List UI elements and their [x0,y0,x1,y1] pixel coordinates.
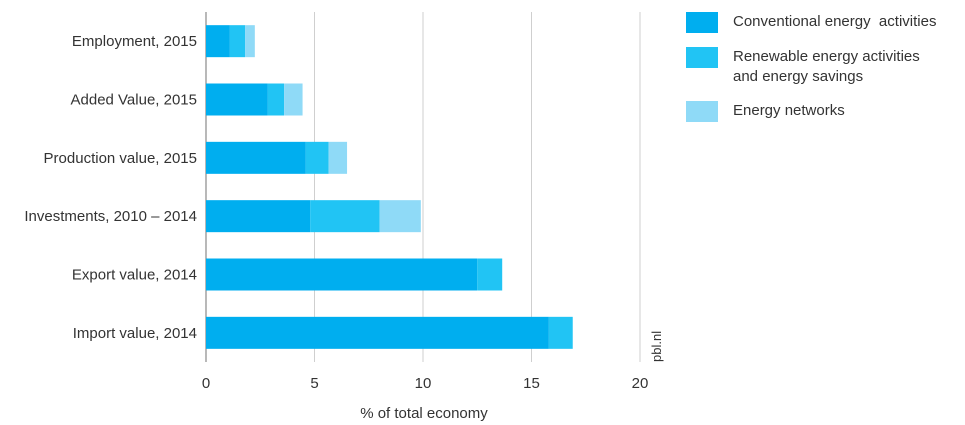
bar-segment [206,258,478,291]
category-label: Import value, 2014 [73,325,197,342]
bar-segment [206,200,311,233]
legend-item: Renewable energy activities and energy sa… [686,47,956,87]
legend-label: Conventional energy activities [733,13,937,30]
category-label: Production value, 2015 [44,150,197,167]
bar-segment [206,141,306,174]
x-axis-label: % of total economy [360,405,488,422]
category-label: Employment, 2015 [72,33,197,50]
category-labels: Employment, 2015 Added Value, 2015 Product… [24,33,197,342]
bar-segment [328,141,348,174]
x-tick-label: 10 [415,375,432,392]
bar-segment [305,141,329,174]
bar-segment [229,25,246,58]
bar-segment [206,316,549,349]
bars [206,25,573,349]
legend: Conventional energy activities Renewable … [686,12,956,136]
x-tick-label: 15 [523,375,540,392]
x-tick-labels: 0 5 10 15 20 [202,375,649,392]
legend-item: Conventional energy activities [686,12,956,33]
gridlines [205,12,641,362]
category-label: Export value, 2014 [72,267,197,284]
bar-segment [477,258,503,291]
bar-segment [284,83,303,116]
legend-swatch [686,101,718,122]
bar-segment [310,200,380,233]
legend-label: Renewable energy activities and energy sa… [733,48,920,85]
watermark: pbl.nl [649,331,664,362]
legend-swatch [686,47,718,68]
bar-segment [245,25,255,58]
legend-label: Energy networks [733,102,845,119]
category-label: Added Value, 2015 [71,92,198,109]
bar-segment [379,200,421,233]
bar-segment [206,83,268,116]
bar-segment [267,83,285,116]
bar-segment [206,25,230,58]
x-tick-label: 0 [202,375,210,392]
legend-item: Energy networks [686,101,956,122]
bar-segment [548,316,573,349]
x-tick-label: 5 [310,375,318,392]
category-label: Investments, 2010 – 2014 [24,208,197,225]
legend-swatch [686,12,718,33]
x-tick-label: 20 [632,375,649,392]
